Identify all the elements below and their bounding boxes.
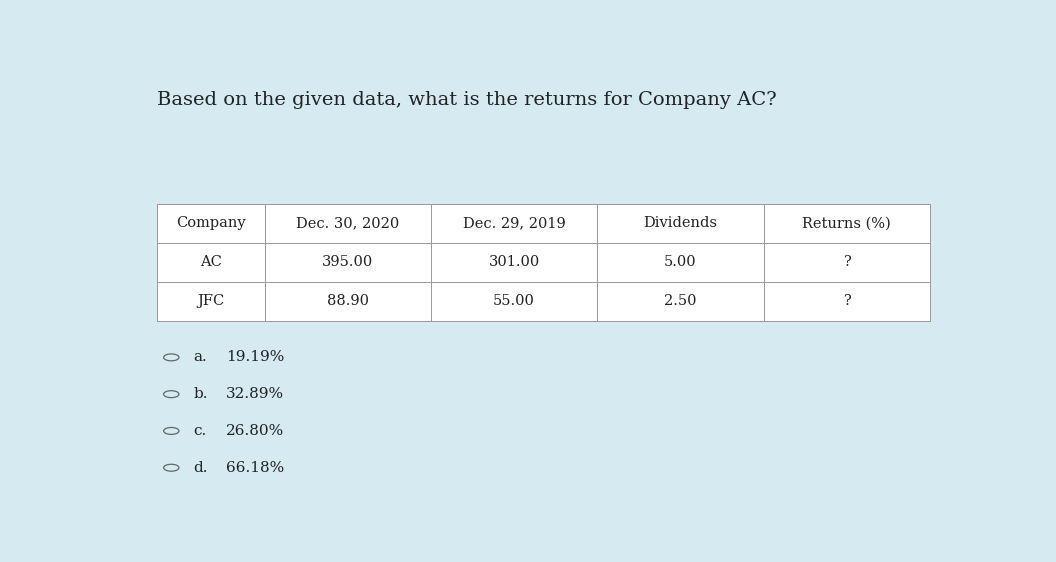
Bar (598, 204, 763, 243)
Text: 5.00: 5.00 (664, 255, 697, 269)
Text: 395.00: 395.00 (322, 255, 374, 269)
Text: Company: Company (175, 216, 245, 230)
Text: 2.50: 2.50 (664, 294, 697, 308)
Text: 19.19%: 19.19% (226, 350, 284, 364)
Text: ?: ? (843, 294, 851, 308)
Text: c.: c. (193, 424, 207, 438)
Text: 26.80%: 26.80% (226, 424, 284, 438)
Bar (156, 204, 265, 243)
Text: Dividends: Dividends (643, 216, 717, 230)
Bar (763, 204, 930, 243)
Text: a.: a. (193, 350, 207, 364)
Text: 66.18%: 66.18% (226, 461, 284, 475)
Bar (156, 243, 265, 282)
Text: 55.00: 55.00 (493, 294, 535, 308)
Text: Returns (%): Returns (%) (803, 216, 891, 230)
Text: JFC: JFC (197, 294, 224, 308)
Text: 88.90: 88.90 (326, 294, 369, 308)
Bar (598, 243, 763, 282)
Bar (265, 243, 431, 282)
Bar (763, 243, 930, 282)
Bar (431, 282, 598, 320)
Text: 301.00: 301.00 (489, 255, 540, 269)
Text: Dec. 29, 2019: Dec. 29, 2019 (463, 216, 566, 230)
Bar (431, 204, 598, 243)
Ellipse shape (164, 354, 178, 361)
Ellipse shape (164, 391, 178, 398)
Text: ?: ? (843, 255, 851, 269)
Ellipse shape (164, 464, 178, 471)
Ellipse shape (164, 428, 178, 434)
Bar (431, 243, 598, 282)
Text: 32.89%: 32.89% (226, 387, 284, 401)
Text: Dec. 30, 2020: Dec. 30, 2020 (296, 216, 399, 230)
Text: AC: AC (200, 255, 222, 269)
Bar (265, 204, 431, 243)
Bar (265, 282, 431, 320)
Text: Based on the given data, what is the returns for Company AC?: Based on the given data, what is the ret… (156, 91, 776, 109)
Text: b.: b. (193, 387, 208, 401)
Bar (156, 282, 265, 320)
Text: d.: d. (193, 461, 208, 475)
Bar (763, 282, 930, 320)
Bar (598, 282, 763, 320)
